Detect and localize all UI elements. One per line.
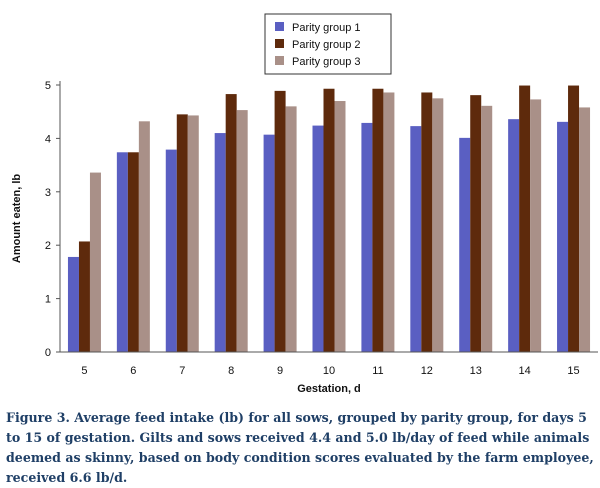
bar [361, 122, 373, 352]
legend-label: Parity group 1 [292, 22, 360, 34]
bar [274, 90, 286, 353]
bar [225, 94, 237, 352]
y-tick-label: 1 [45, 294, 51, 306]
x-tick-label: 11 [372, 365, 383, 377]
y-tick-label: 4 [45, 133, 51, 145]
x-tick-label: 9 [277, 365, 283, 377]
y-axis-label: Amount eaten, lb [11, 174, 23, 264]
x-tick-label: 15 [567, 365, 579, 377]
legend: Parity group 1 Parity group 2 Parity group… [264, 13, 392, 75]
bar [176, 114, 188, 353]
bar [138, 121, 150, 352]
bar [579, 107, 591, 352]
bar [89, 172, 101, 352]
x-tick-label: 5 [81, 365, 87, 377]
bar [432, 98, 444, 352]
legend-swatch [275, 22, 284, 31]
figure-caption: Figure 3. Average feed intake (lb) for a… [6, 410, 594, 485]
bar [568, 85, 580, 352]
bar [116, 152, 128, 352]
y-tick-label: 5 [45, 80, 51, 92]
legend-label: Parity group 3 [292, 56, 360, 68]
bar [323, 88, 335, 352]
bar [127, 152, 139, 352]
x-tick-label: 10 [323, 365, 335, 377]
x-axis-label: Gestation, d [297, 383, 361, 395]
bar [187, 115, 199, 352]
x-tick-label: 7 [179, 365, 185, 377]
bar [459, 137, 471, 352]
bar [285, 106, 297, 352]
y-ticks: 0 1 2 3 4 5 [45, 80, 60, 359]
bar [236, 110, 248, 353]
bar [508, 119, 520, 353]
bar [410, 126, 422, 352]
x-tick-label: 8 [228, 365, 234, 377]
x-ticks: 5 6 7 8 9 10 11 12 13 14 15 [81, 365, 579, 377]
legend-swatch [275, 39, 284, 48]
x-tick-label: 6 [130, 365, 136, 377]
bar [557, 121, 569, 352]
bar [519, 85, 531, 352]
legend-box [264, 13, 392, 75]
bar [67, 256, 79, 352]
y-tick-label: 3 [45, 187, 51, 199]
x-tick-label: 14 [519, 365, 531, 377]
bar [78, 241, 90, 352]
legend-swatch [275, 56, 284, 65]
y-tick-label: 2 [45, 240, 51, 252]
x-tick-label: 13 [470, 365, 482, 377]
bar [214, 133, 226, 352]
bar [421, 92, 433, 352]
bar [334, 101, 346, 353]
legend-label: Parity group 2 [292, 39, 360, 51]
bar [481, 105, 493, 353]
bar [263, 134, 275, 352]
bar [372, 88, 384, 352]
bar [383, 92, 395, 352]
x-tick-label: 12 [421, 365, 433, 377]
bar [530, 99, 542, 352]
bar [165, 149, 177, 352]
y-tick-label: 0 [45, 347, 51, 359]
bar [470, 95, 482, 353]
bars-layer [67, 85, 591, 353]
bar [312, 125, 324, 352]
